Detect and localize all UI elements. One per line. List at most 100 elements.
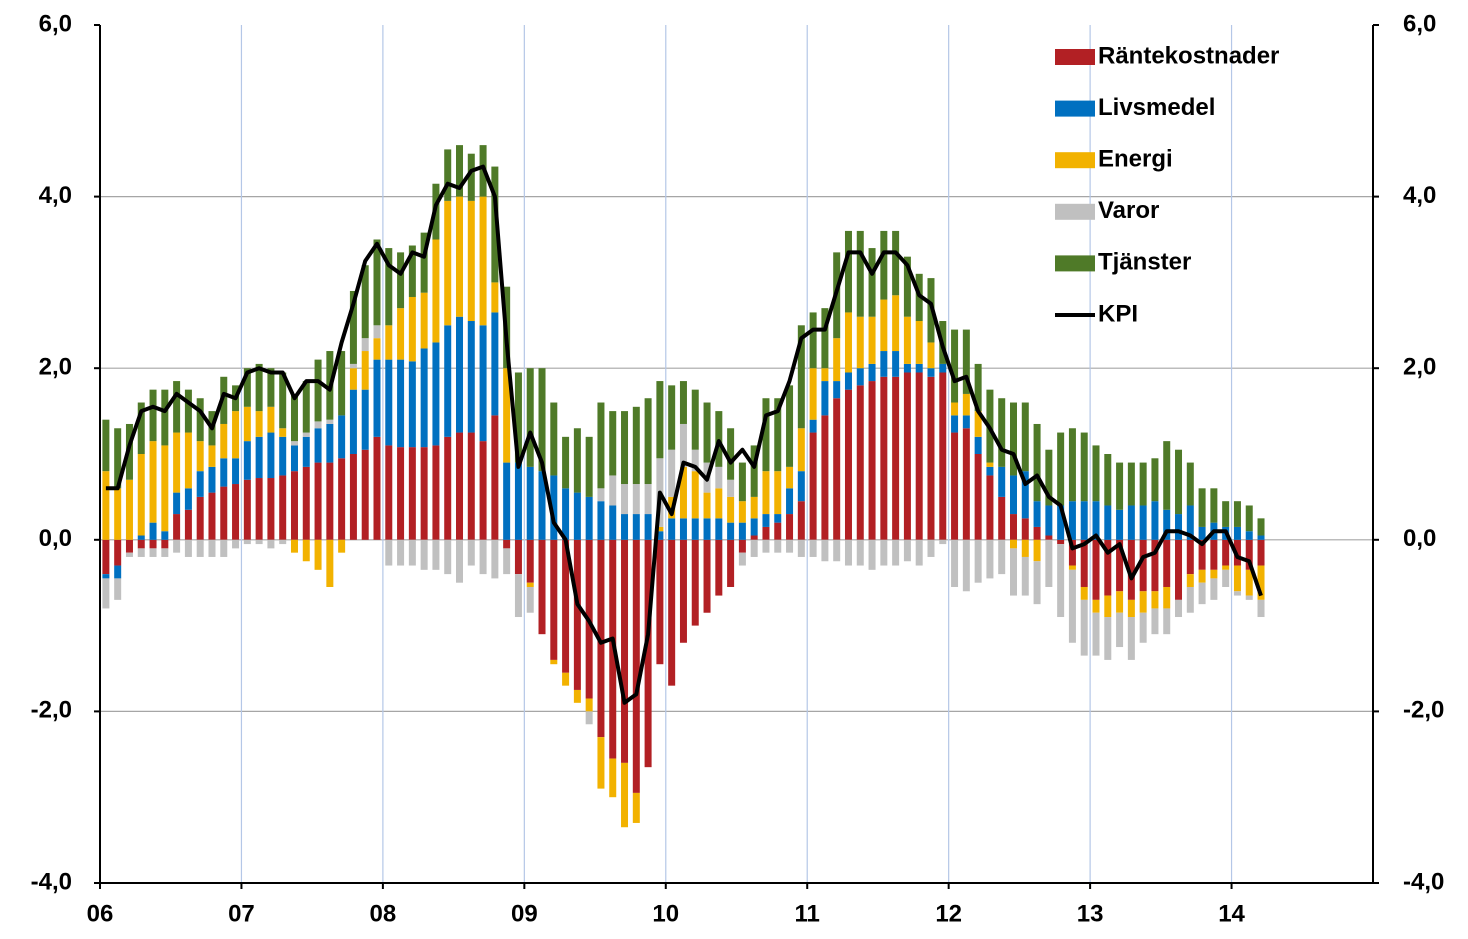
bar-segment xyxy=(856,316,864,369)
bar-segment xyxy=(974,454,982,540)
bar-segment xyxy=(668,518,676,540)
bar-segment xyxy=(290,445,298,472)
bar-segment xyxy=(727,479,735,497)
bar-segment xyxy=(562,488,570,540)
bar-segment xyxy=(514,539,522,575)
bar-segment xyxy=(1080,599,1088,656)
y2-tick-label: 6,0 xyxy=(1403,10,1436,37)
bar-segment xyxy=(786,488,794,515)
bar-segment xyxy=(1139,591,1147,613)
bar-segment xyxy=(1104,454,1112,506)
bar-segment xyxy=(1245,569,1253,596)
bar-segment xyxy=(1116,612,1124,648)
bar-segment xyxy=(1198,526,1206,540)
bar-segment xyxy=(573,428,581,493)
bar-segment xyxy=(208,466,216,493)
bar-segment xyxy=(526,582,534,587)
x-tick-label: 11 xyxy=(795,900,820,927)
bar-segment xyxy=(679,518,687,540)
bar-segment xyxy=(915,372,923,540)
bar-segment xyxy=(149,539,157,549)
bar-segment xyxy=(868,316,876,364)
bar-segment xyxy=(821,539,829,562)
bar-segment xyxy=(1151,501,1159,540)
bar-segment xyxy=(644,539,652,768)
bar-segment xyxy=(503,548,511,575)
bar-segment xyxy=(514,372,522,463)
bar-segment xyxy=(102,574,110,579)
bar-segment xyxy=(526,466,534,540)
x-tick-label: 12 xyxy=(935,900,962,927)
bar-segment xyxy=(314,421,322,429)
bar-segment xyxy=(1104,539,1112,596)
bar-segment xyxy=(491,415,499,540)
bar-segment xyxy=(1175,514,1183,540)
bar-segment xyxy=(892,351,900,377)
bar-segment xyxy=(444,436,452,540)
bar-segment xyxy=(1163,509,1171,540)
bar-segment xyxy=(1068,539,1076,566)
bar-segment xyxy=(809,539,817,557)
bar-segment xyxy=(1245,505,1253,532)
bar-segment xyxy=(1257,535,1265,540)
bar-segment xyxy=(408,361,416,448)
bar-segment xyxy=(774,471,782,515)
bar-segment xyxy=(1233,591,1241,596)
bar-segment xyxy=(892,230,900,296)
x-tick-label: 13 xyxy=(1077,900,1104,927)
bar-segment xyxy=(915,363,923,373)
bar-segment xyxy=(880,351,888,377)
bar-segment xyxy=(184,432,192,489)
bar-segment xyxy=(974,363,982,412)
bar-segment xyxy=(149,548,157,557)
bar-segment xyxy=(1127,617,1135,660)
bar-segment xyxy=(1080,501,1088,540)
bar-segment xyxy=(1092,599,1100,613)
bar-segment xyxy=(514,574,522,618)
x-tick-label: 08 xyxy=(370,900,397,927)
bar-segment xyxy=(1116,509,1124,540)
bar-segment xyxy=(1139,539,1147,592)
bar-segment xyxy=(538,539,546,635)
bar-segment xyxy=(326,539,334,587)
bar-segment xyxy=(632,514,640,540)
bar-segment xyxy=(1163,539,1171,587)
bar-segment xyxy=(809,419,817,433)
bar-segment xyxy=(302,466,310,540)
bar-segment xyxy=(1175,449,1183,515)
bar-segment xyxy=(326,462,334,540)
bar-segment xyxy=(196,496,204,540)
bar-segment xyxy=(1139,612,1147,643)
bar-segment xyxy=(903,316,911,364)
bar-segment xyxy=(361,449,369,540)
x-tick-label: 14 xyxy=(1218,900,1245,927)
bar-segment xyxy=(149,389,157,442)
bar-segment xyxy=(597,402,605,489)
bar-segment xyxy=(255,539,263,545)
y2-tick-label: 4,0 xyxy=(1403,182,1436,209)
bar-segment xyxy=(1151,539,1159,592)
bar-segment xyxy=(998,496,1006,540)
bar-segment xyxy=(361,265,369,339)
bar-segment xyxy=(408,296,416,362)
bar-segment xyxy=(550,539,558,660)
bar-segment xyxy=(1210,578,1218,600)
bar-segment xyxy=(632,406,640,485)
bar-segment xyxy=(585,436,593,497)
bar-segment xyxy=(609,411,617,476)
bar-segment xyxy=(385,359,393,446)
bar-segment xyxy=(279,428,287,437)
bar-segment xyxy=(1186,586,1194,613)
bar-segment xyxy=(125,539,133,553)
bar-segment xyxy=(1257,599,1265,618)
bar-segment xyxy=(208,539,216,557)
bar-segment xyxy=(621,539,629,763)
bar-segment xyxy=(880,539,888,566)
bar-segment xyxy=(856,230,864,317)
bar-segment xyxy=(621,411,629,485)
bar-segment xyxy=(762,471,770,515)
bar-segment xyxy=(1021,471,1029,519)
bar-segment xyxy=(196,471,204,497)
bar-segment xyxy=(550,402,558,476)
